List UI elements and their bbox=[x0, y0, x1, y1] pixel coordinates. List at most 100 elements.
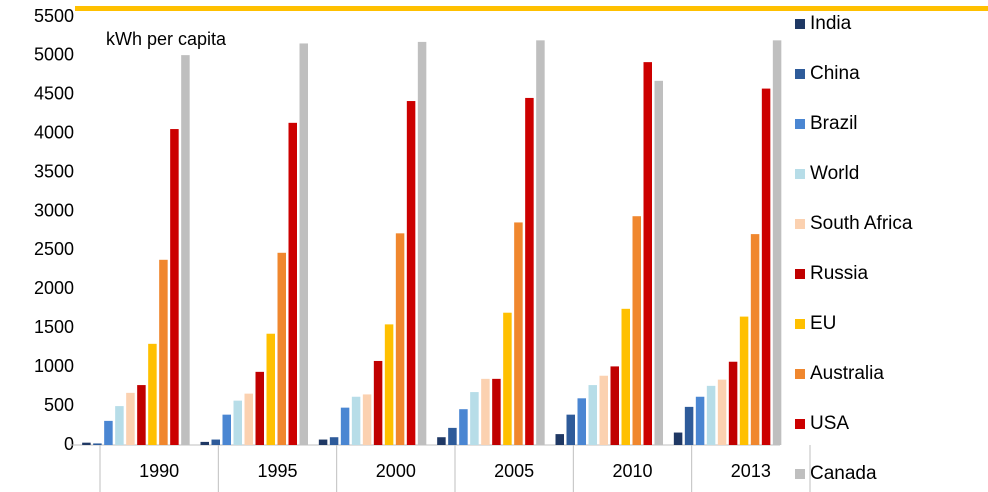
bar bbox=[277, 252, 286, 445]
bar bbox=[266, 333, 275, 445]
x-tick-label: 1995 bbox=[257, 461, 297, 481]
bar bbox=[148, 343, 157, 445]
bar bbox=[739, 316, 749, 445]
x-tick-label: 2010 bbox=[612, 461, 652, 481]
bar bbox=[525, 97, 534, 445]
x-tick-label: 2013 bbox=[731, 461, 771, 481]
bar bbox=[384, 324, 394, 445]
bar bbox=[137, 385, 146, 445]
bar bbox=[621, 308, 630, 445]
legend-label: EU bbox=[810, 313, 836, 334]
legend-swatch bbox=[795, 219, 805, 229]
bar bbox=[684, 406, 694, 445]
bar bbox=[115, 406, 124, 445]
y-tick-label: 0 bbox=[64, 434, 74, 454]
y-tick-label: 2000 bbox=[34, 278, 74, 298]
bar bbox=[211, 439, 220, 445]
bar bbox=[514, 222, 523, 445]
bar bbox=[417, 41, 427, 445]
legend-label: China bbox=[810, 63, 860, 84]
x-tick-label: 2005 bbox=[494, 461, 534, 481]
bar bbox=[610, 366, 619, 445]
bar bbox=[170, 129, 179, 446]
legend-swatch bbox=[795, 369, 805, 379]
bar bbox=[93, 443, 102, 445]
y-tick-label: 5000 bbox=[34, 45, 74, 65]
bar bbox=[706, 385, 716, 445]
bar bbox=[104, 420, 113, 445]
bar bbox=[159, 259, 168, 445]
bar bbox=[181, 55, 190, 445]
legend-label: India bbox=[810, 13, 852, 34]
bar bbox=[492, 378, 501, 445]
bar bbox=[654, 80, 663, 445]
legend-swatch bbox=[795, 319, 805, 329]
bar bbox=[288, 122, 297, 445]
y-tick-label: 500 bbox=[44, 395, 74, 415]
bar bbox=[577, 398, 586, 445]
bar bbox=[233, 400, 242, 445]
bar bbox=[82, 442, 91, 445]
y-tick-label: 4500 bbox=[34, 84, 74, 104]
bar bbox=[362, 394, 372, 445]
bar bbox=[340, 407, 350, 445]
bar bbox=[566, 414, 575, 445]
legend-swatch bbox=[795, 469, 805, 479]
y-tick-label: 4000 bbox=[34, 122, 74, 142]
bar bbox=[555, 434, 564, 445]
bar bbox=[200, 441, 209, 445]
legend-label: Canada bbox=[810, 463, 877, 484]
bar bbox=[437, 437, 446, 445]
bar bbox=[373, 360, 383, 445]
bar bbox=[318, 439, 328, 445]
legend-label: South Africa bbox=[810, 213, 913, 234]
bar bbox=[481, 378, 490, 445]
legend-swatch bbox=[795, 119, 805, 129]
bar bbox=[599, 375, 608, 445]
bar bbox=[750, 234, 760, 445]
legend-label: Russia bbox=[810, 263, 869, 284]
bar bbox=[588, 385, 597, 445]
y-tick-label: 2500 bbox=[34, 239, 74, 259]
bar bbox=[255, 371, 264, 445]
bar bbox=[126, 392, 135, 445]
y-tick-label: 1000 bbox=[34, 356, 74, 376]
y-tick-label: 5500 bbox=[34, 6, 74, 26]
legend-label: Australia bbox=[810, 363, 884, 384]
bar bbox=[470, 392, 479, 445]
bar bbox=[695, 396, 705, 445]
legend-label: World bbox=[810, 163, 859, 184]
top-rule bbox=[75, 6, 988, 11]
bar bbox=[717, 379, 727, 445]
bar bbox=[299, 43, 308, 445]
bar bbox=[329, 437, 339, 445]
legend-swatch bbox=[795, 69, 805, 79]
y-tick-label: 3500 bbox=[34, 161, 74, 181]
bar bbox=[459, 409, 468, 445]
bar bbox=[673, 432, 683, 445]
annotation: kWh per capita bbox=[106, 29, 227, 49]
x-tick-label: 1990 bbox=[139, 461, 179, 481]
bar bbox=[448, 427, 457, 445]
legend-swatch bbox=[795, 269, 805, 279]
bar bbox=[632, 216, 641, 445]
y-tick-label: 1500 bbox=[34, 317, 74, 337]
x-tick-label: 2000 bbox=[376, 461, 416, 481]
bar bbox=[728, 361, 738, 445]
bar bbox=[406, 101, 416, 445]
legend-swatch bbox=[795, 19, 805, 29]
bar bbox=[643, 62, 652, 445]
bar bbox=[395, 233, 405, 445]
bar bbox=[772, 40, 782, 445]
bar bbox=[222, 414, 231, 445]
bar bbox=[503, 312, 512, 445]
bar bbox=[761, 88, 771, 446]
bar bbox=[244, 393, 253, 445]
bar bbox=[536, 40, 545, 445]
legend-label: USA bbox=[810, 413, 849, 434]
bar bbox=[351, 396, 361, 445]
legend-swatch bbox=[795, 169, 805, 179]
y-tick-label: 3000 bbox=[34, 200, 74, 220]
legend-label: Brazil bbox=[810, 113, 858, 134]
